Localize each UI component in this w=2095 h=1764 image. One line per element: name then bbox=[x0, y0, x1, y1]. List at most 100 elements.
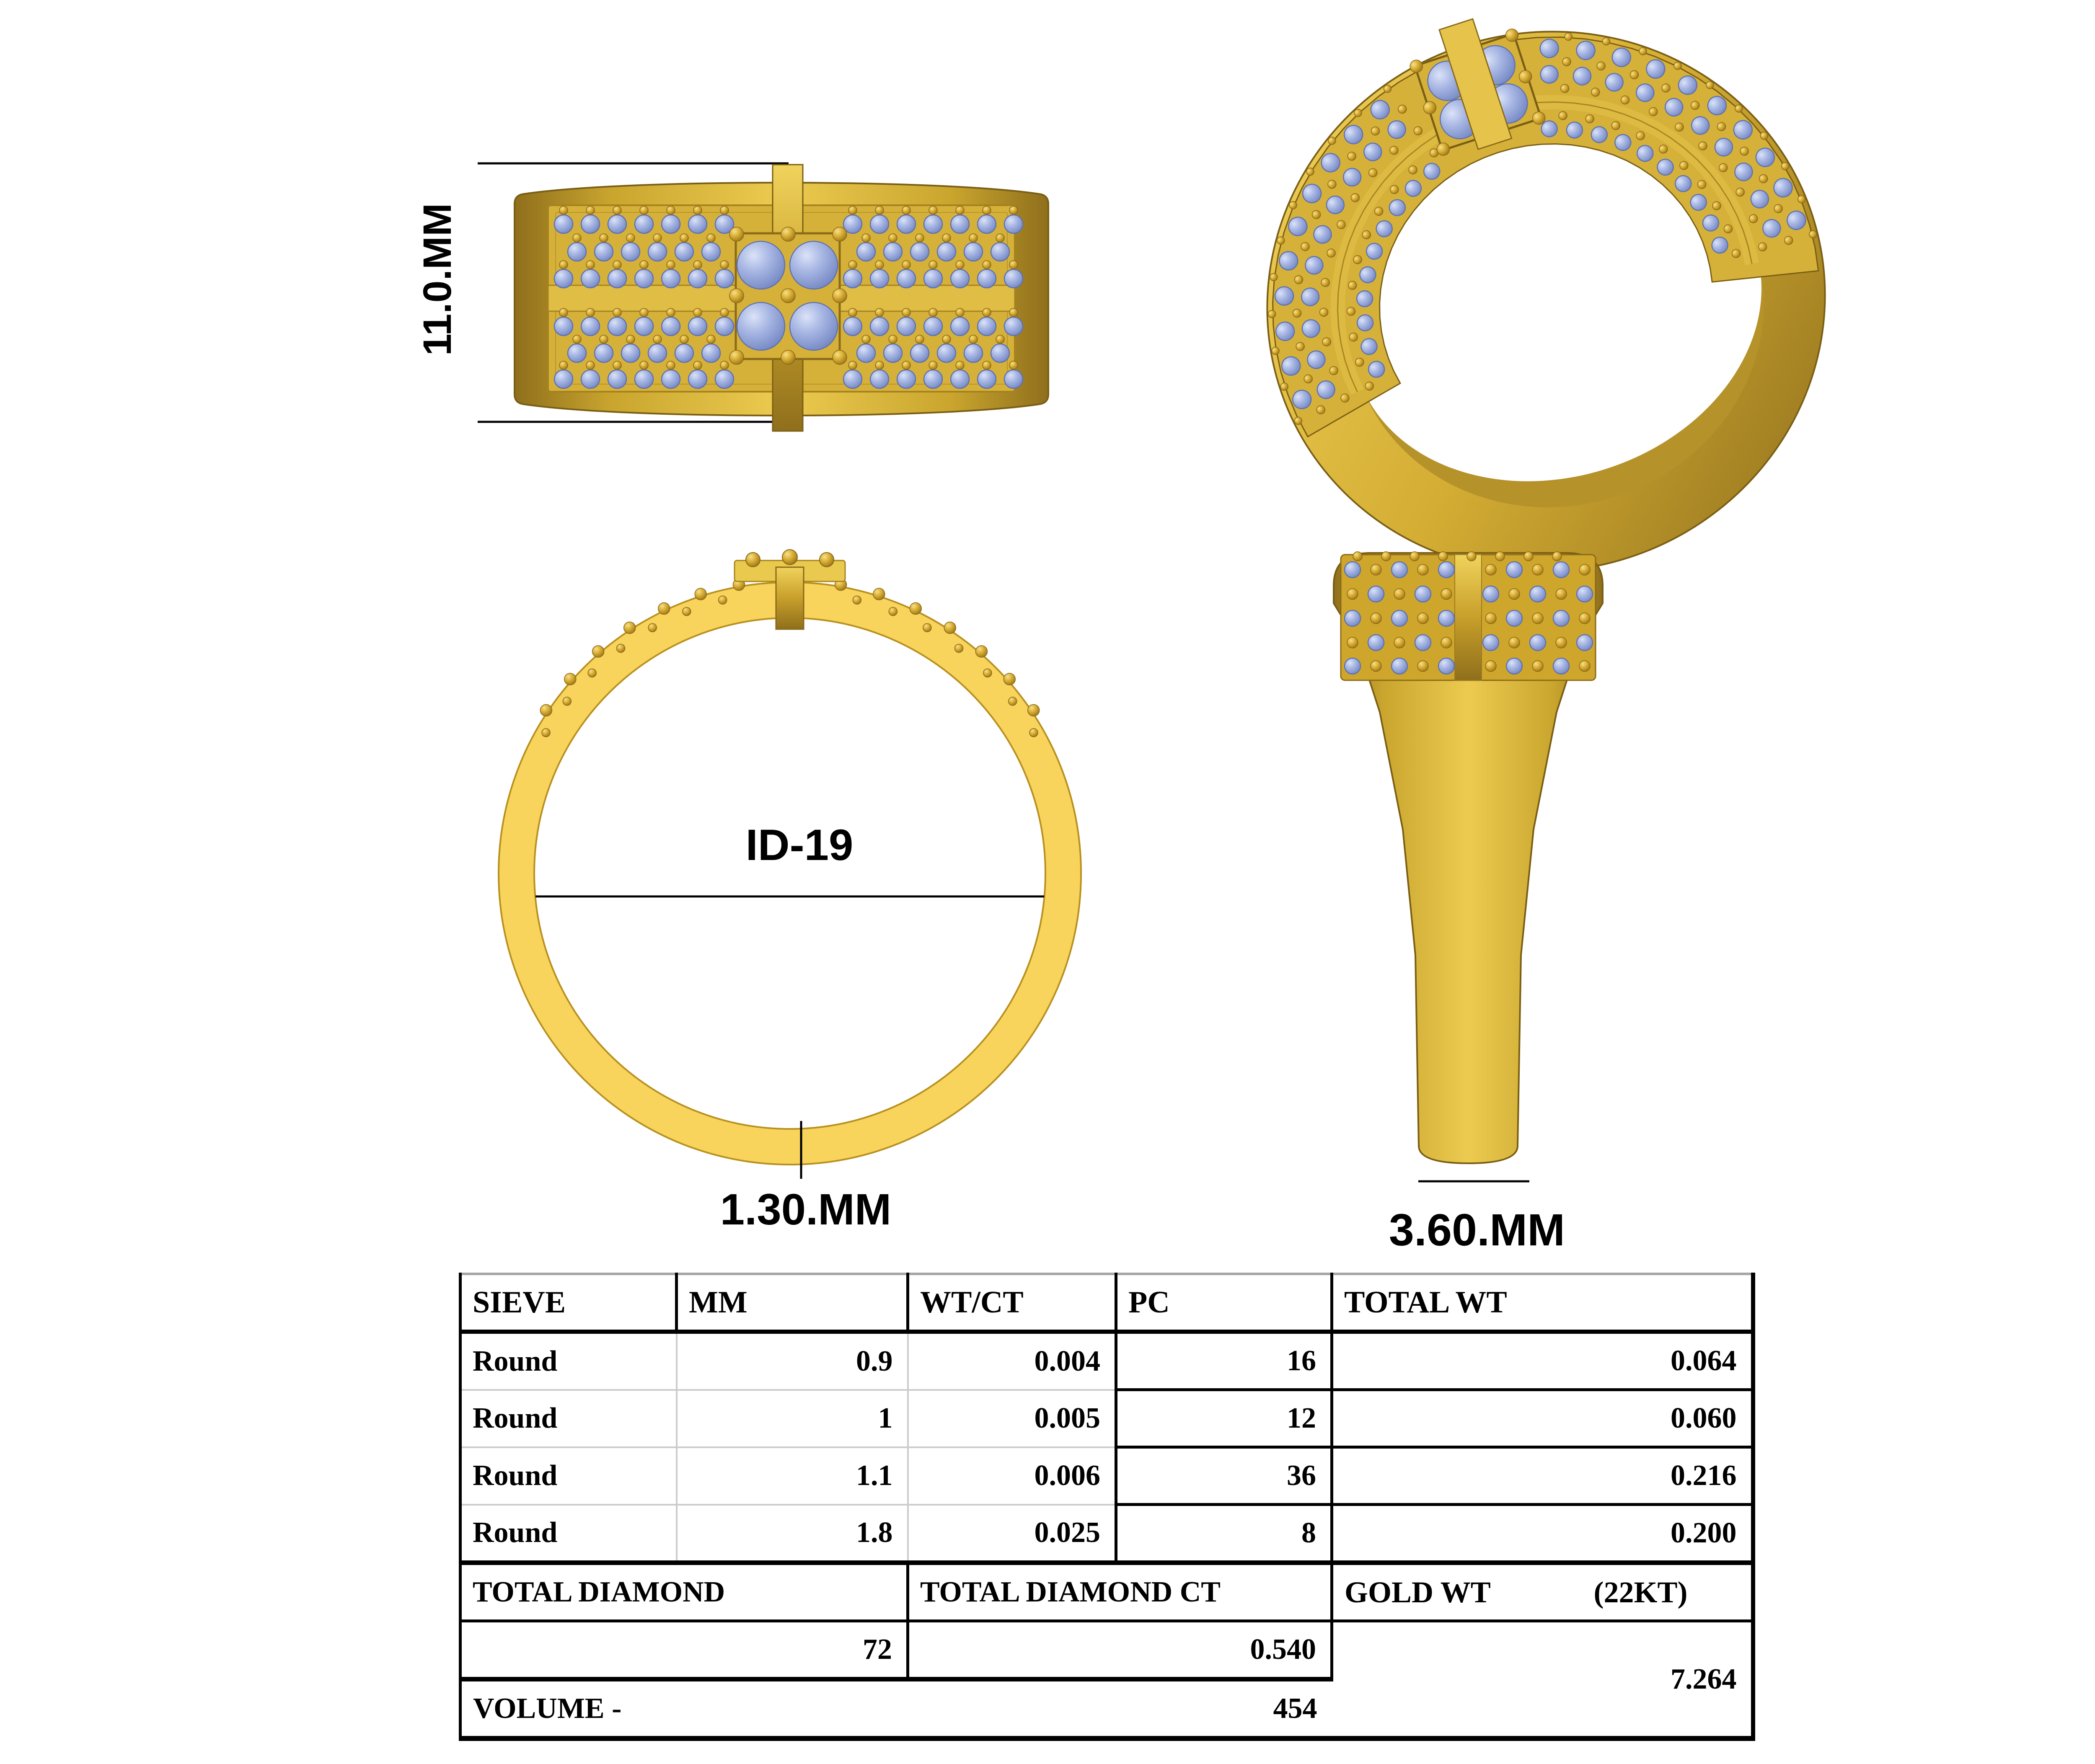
gold-bead bbox=[1371, 127, 1380, 136]
gold-bead bbox=[1579, 564, 1591, 576]
gold-bead bbox=[1719, 163, 1728, 173]
diamond-stone bbox=[1342, 168, 1362, 187]
gold-bead bbox=[944, 621, 957, 634]
table-row: Round 1 0.005 12 0.060 bbox=[460, 1390, 1753, 1449]
cell-wtct: 0.025 bbox=[908, 1504, 1117, 1565]
diamond-stone bbox=[553, 316, 574, 336]
diamond-stone bbox=[1690, 194, 1707, 211]
diamond-stone bbox=[1344, 561, 1361, 579]
diamond-stone bbox=[990, 343, 1010, 363]
gold-bead bbox=[915, 233, 924, 243]
gold-bead bbox=[1362, 230, 1371, 240]
gold-bead bbox=[639, 206, 649, 215]
gold-bead bbox=[666, 260, 675, 269]
cell-totalwt: 0.064 bbox=[1332, 1332, 1753, 1391]
gold-bead bbox=[1381, 551, 1391, 561]
diamond-stone bbox=[553, 269, 574, 289]
gold-bead bbox=[1485, 564, 1497, 576]
diamond-stone bbox=[634, 269, 654, 289]
diamond-stone bbox=[1363, 142, 1382, 161]
total-diamond-ct-label: TOTAL DIAMOND CT bbox=[908, 1563, 1333, 1622]
gold-bead bbox=[564, 673, 577, 685]
diamond-stone bbox=[1389, 199, 1406, 216]
diamond-stone bbox=[923, 269, 943, 289]
diamond-stone bbox=[869, 214, 890, 234]
head-bead bbox=[819, 552, 834, 567]
gold-bead bbox=[1347, 152, 1356, 161]
gold-bead bbox=[1518, 70, 1532, 83]
gold-bead bbox=[1321, 278, 1330, 287]
gold-bead bbox=[613, 260, 622, 269]
diamond-stone bbox=[1702, 214, 1720, 232]
gold-bead bbox=[969, 233, 978, 243]
gold-bead bbox=[592, 645, 605, 658]
diamond-stone bbox=[1321, 153, 1340, 173]
edge-pave-bumps bbox=[540, 578, 1040, 737]
gold-bead bbox=[1679, 161, 1689, 170]
gold-bead bbox=[955, 260, 965, 269]
gold-bead bbox=[1353, 255, 1362, 264]
gold-bead bbox=[1735, 187, 1745, 197]
diamond-stone bbox=[1438, 561, 1455, 579]
diamond-stone bbox=[963, 242, 983, 262]
gold-bead bbox=[861, 233, 871, 243]
diamond-stone bbox=[674, 242, 694, 262]
diamond-stone bbox=[567, 343, 587, 363]
gold-bead bbox=[1397, 104, 1407, 114]
gold-bead bbox=[1564, 32, 1573, 41]
gold-bead bbox=[1466, 551, 1477, 561]
diamond-stone bbox=[1356, 314, 1374, 331]
gold-bead bbox=[1620, 95, 1630, 105]
gold-bead bbox=[653, 335, 662, 344]
gold-bead bbox=[1596, 61, 1606, 71]
table-row: Round 1.1 0.006 36 0.216 bbox=[460, 1447, 1753, 1506]
gold-bead bbox=[599, 335, 608, 344]
diamond-stone bbox=[896, 269, 916, 289]
diamond-stone bbox=[977, 316, 997, 336]
diamond-stone bbox=[843, 369, 863, 389]
diamond-stone bbox=[896, 369, 916, 389]
volume-row: VOLUME - 454 bbox=[460, 1679, 1753, 1739]
diamond-stone bbox=[634, 316, 654, 336]
diamond-stone bbox=[1636, 145, 1654, 162]
gold-bead bbox=[955, 361, 965, 370]
gold-bead bbox=[720, 361, 729, 370]
gold-bead bbox=[1311, 210, 1321, 220]
gold-bead bbox=[1661, 83, 1671, 93]
gold-wt-karat: (22KT) bbox=[1593, 1575, 1688, 1609]
diamond-stone bbox=[1376, 220, 1393, 238]
diamond-stone bbox=[1714, 138, 1733, 157]
diamond-stone bbox=[634, 369, 654, 389]
gold-bead bbox=[1354, 108, 1362, 117]
gold-bead bbox=[586, 308, 595, 317]
gold-bead bbox=[1552, 551, 1562, 561]
front-view-render bbox=[478, 162, 1049, 432]
table-row: Round 1.8 0.025 8 0.200 bbox=[460, 1504, 1753, 1565]
gold-bead bbox=[626, 335, 635, 344]
gold-bead bbox=[1602, 37, 1611, 46]
gold-bead bbox=[729, 350, 744, 365]
diamond-stone bbox=[950, 269, 970, 289]
diamond-stone bbox=[910, 242, 930, 262]
diamond-stone bbox=[1292, 390, 1312, 409]
band-thickness-label: 1.30.MM bbox=[720, 1185, 892, 1234]
gold-bead bbox=[693, 260, 702, 269]
gold-bead bbox=[852, 595, 862, 605]
gold-bead bbox=[1347, 637, 1358, 648]
diamond-stone bbox=[1691, 116, 1710, 135]
gold-bead bbox=[1008, 697, 1017, 706]
diamond-stone bbox=[896, 316, 916, 336]
gold-bead bbox=[1348, 281, 1357, 290]
gold-bead bbox=[1717, 122, 1726, 131]
diamond-stone bbox=[1391, 561, 1408, 579]
gold-bead bbox=[1337, 220, 1346, 229]
gold-bead bbox=[693, 308, 702, 317]
gold-bead bbox=[1346, 307, 1356, 316]
center-prong-bar bbox=[1438, 18, 1513, 150]
diamond-stone bbox=[1344, 657, 1361, 675]
gold-bead bbox=[873, 588, 885, 600]
gold-bead bbox=[902, 206, 911, 215]
diamond-stone bbox=[1614, 134, 1632, 151]
diamond-stone bbox=[1275, 321, 1295, 341]
gold-bead bbox=[888, 335, 897, 344]
